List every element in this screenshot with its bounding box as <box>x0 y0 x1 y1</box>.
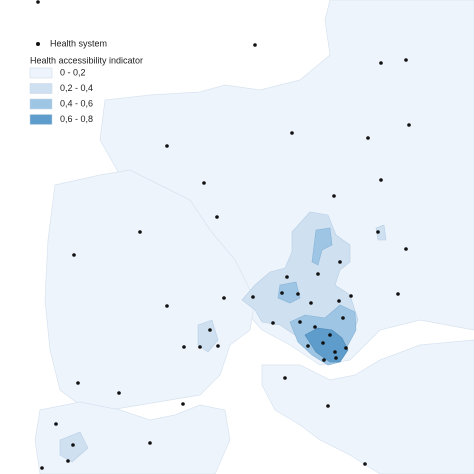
region-class-3 <box>277 281 301 304</box>
health-system-point <box>332 194 336 198</box>
health-system-point <box>222 296 226 300</box>
health-system-point <box>198 345 202 349</box>
health-system-point <box>36 0 40 4</box>
health-system-point <box>285 275 289 279</box>
region-class-2 <box>197 319 219 353</box>
land-southwest <box>34 401 231 474</box>
health-system-point <box>322 358 326 362</box>
health-system-point <box>182 345 186 349</box>
land-west <box>44 169 256 411</box>
health-system-point <box>379 61 383 65</box>
legend-swatch <box>29 114 53 125</box>
health-system-point <box>181 402 185 406</box>
health-system-point <box>337 299 341 303</box>
health-system-point <box>40 466 44 470</box>
health-system-point <box>165 304 169 308</box>
legend-point-label: Health system <box>50 38 107 48</box>
health-system-point <box>253 43 257 47</box>
health-system-point <box>251 295 255 299</box>
health-system-point <box>313 325 317 329</box>
health-system-point <box>138 230 142 234</box>
health-system-point <box>290 131 294 135</box>
legend-class-label: 0,6 - 0,8 <box>60 114 93 124</box>
health-system-point <box>296 292 300 296</box>
health-system-point <box>366 136 370 140</box>
health-system-point <box>404 247 408 251</box>
legend-class-label: 0,2 - 0,4 <box>60 83 93 93</box>
land-southeast <box>261 339 474 474</box>
health-system-points <box>36 0 411 470</box>
health-system-point <box>341 316 345 320</box>
health-system-point <box>54 422 58 426</box>
health-system-point <box>344 346 348 350</box>
health-system-point <box>326 404 330 408</box>
legend-class-label: 0 - 0,2 <box>60 67 86 77</box>
health-system-point <box>76 381 80 385</box>
health-system-point <box>363 462 367 466</box>
health-system-point <box>404 58 408 62</box>
health-system-point <box>321 341 325 345</box>
health-system-point <box>376 230 380 234</box>
region-class-4 <box>304 327 349 363</box>
health-system-point <box>298 320 302 324</box>
health-system-point <box>396 292 400 296</box>
health-system-point <box>334 356 338 360</box>
health-system-point <box>216 344 220 348</box>
health-system-point <box>328 333 332 337</box>
legend-point-symbol <box>36 42 40 46</box>
health-system-point <box>407 123 411 127</box>
health-system-point <box>208 328 212 332</box>
health-system-point <box>72 253 76 257</box>
health-system-point <box>309 301 313 305</box>
legend-class-label: 0,4 - 0,6 <box>60 98 93 108</box>
legend-swatch <box>29 83 53 94</box>
health-system-point <box>333 350 337 354</box>
health-system-point <box>306 344 310 348</box>
health-system-point <box>165 144 169 148</box>
region-class-2 <box>59 431 89 463</box>
health-system-point <box>271 321 275 325</box>
legend: Health system Health accessibility indic… <box>29 38 143 125</box>
health-system-point <box>349 294 353 298</box>
health-system-point <box>202 181 206 185</box>
health-system-point <box>66 459 70 463</box>
legend-swatch <box>29 98 53 110</box>
legend-swatch <box>29 67 53 79</box>
legend-title: Health accessibility indicator <box>30 55 143 65</box>
region-class-2 <box>375 224 387 241</box>
health-system-point <box>379 178 383 182</box>
health-system-point <box>283 376 287 380</box>
region-class-3 <box>311 227 333 266</box>
health-system-point <box>280 291 284 295</box>
health-system-point <box>316 272 320 276</box>
health-system-point <box>215 215 219 219</box>
health-system-point <box>148 441 152 445</box>
health-system-point <box>338 260 342 264</box>
health-system-point <box>117 391 121 395</box>
health-system-point <box>71 443 75 447</box>
